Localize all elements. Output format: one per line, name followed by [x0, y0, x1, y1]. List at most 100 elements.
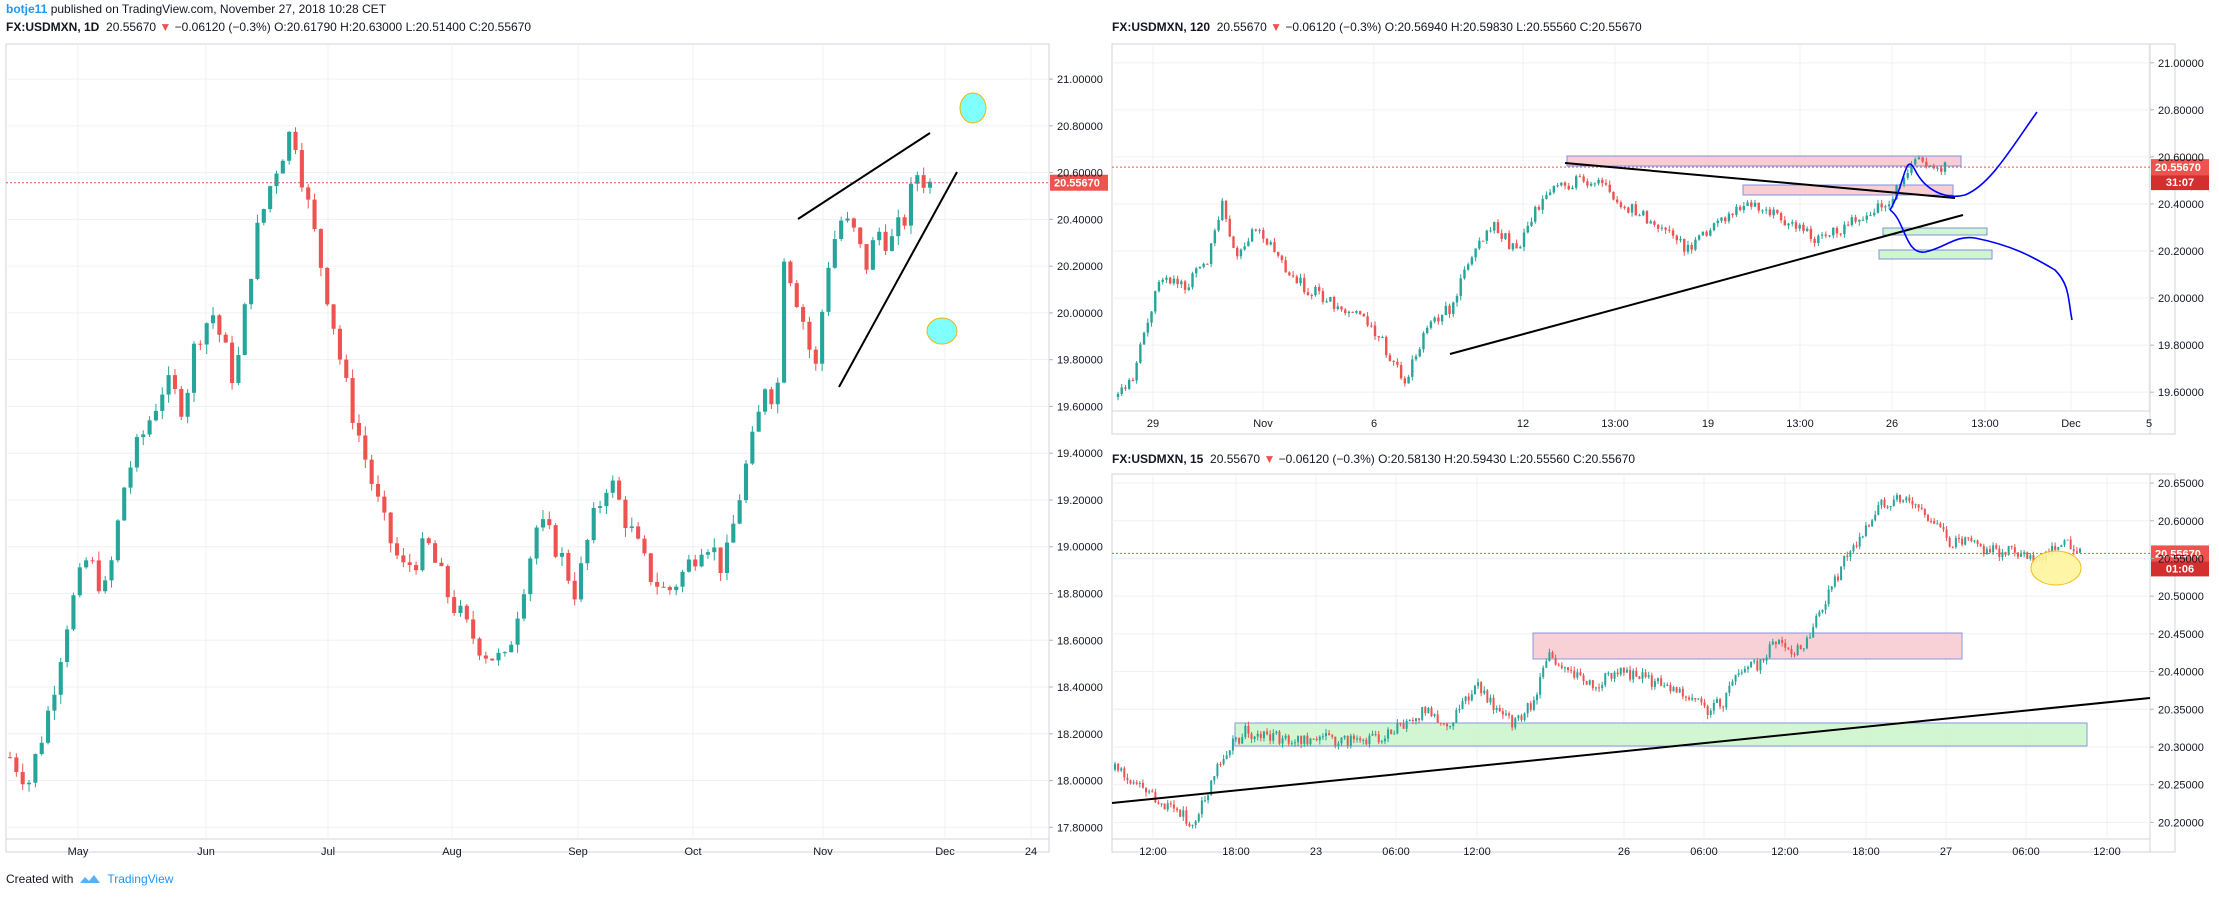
- candle: [1300, 735, 1303, 749]
- candle-body: [1197, 814, 1200, 822]
- candle: [1241, 733, 1244, 744]
- candle: [1206, 263, 1209, 265]
- candle-body: [1446, 723, 1449, 727]
- candle-body: [1253, 736, 1256, 740]
- candle-body: [1163, 803, 1166, 810]
- candle-body: [1793, 654, 1796, 656]
- candle: [1235, 736, 1238, 742]
- tradingview-link[interactable]: TradingView: [107, 872, 174, 886]
- candle: [1517, 714, 1520, 722]
- candle-body: [1625, 669, 1628, 673]
- candle-body: [820, 311, 825, 364]
- author-link[interactable]: botje11: [6, 2, 48, 16]
- publish-info: published on TradingView.com, November 2…: [50, 2, 387, 16]
- candle-body: [1455, 296, 1459, 303]
- candle: [52, 685, 57, 720]
- high-value: 20.59430: [1456, 452, 1507, 466]
- x-tick-label: 06:00: [1690, 846, 1718, 858]
- candle-body: [1697, 698, 1700, 700]
- candle: [1266, 728, 1269, 736]
- candle-body: [1985, 549, 1988, 555]
- candle-body: [1172, 278, 1176, 284]
- candle: [724, 534, 730, 581]
- candle-body: [1172, 804, 1175, 809]
- candle: [1647, 671, 1650, 679]
- candle-body: [1433, 317, 1436, 322]
- candle: [1571, 185, 1574, 190]
- candle-body: [1492, 697, 1495, 711]
- candle: [750, 425, 755, 465]
- candle-body: [1517, 715, 1520, 719]
- candle: [1715, 696, 1718, 704]
- candle-body: [1317, 287, 1321, 292]
- candle-body: [1424, 707, 1427, 714]
- candle-body: [1653, 221, 1656, 225]
- candle: [287, 131, 292, 165]
- high-value: 20.59830: [1462, 20, 1513, 34]
- candle: [1455, 707, 1458, 723]
- candle-body: [864, 244, 869, 270]
- candle-body: [1306, 292, 1310, 296]
- candle: [718, 547, 723, 582]
- candle: [1869, 211, 1872, 217]
- candle-body: [858, 227, 863, 245]
- candle: [845, 211, 850, 223]
- candle: [2029, 552, 2032, 561]
- candle: [1483, 686, 1486, 695]
- created-with-label: Created with: [6, 872, 74, 886]
- candle: [1224, 200, 1228, 223]
- candle: [1437, 314, 1440, 325]
- candle-body: [1347, 311, 1351, 314]
- candle-body: [401, 555, 406, 563]
- candle-body: [921, 175, 926, 188]
- candle: [312, 193, 317, 232]
- candle: [1678, 686, 1681, 694]
- x-tick-label: 12: [1517, 418, 1529, 430]
- candle: [1187, 283, 1190, 292]
- candle: [1653, 678, 1656, 690]
- candle-body: [191, 343, 197, 393]
- candle-body: [1563, 182, 1567, 186]
- candle-body: [1610, 673, 1613, 679]
- candle-body: [598, 506, 603, 508]
- candle: [1309, 737, 1312, 746]
- candle: [2063, 539, 2066, 548]
- candle: [1377, 336, 1380, 342]
- candle-body: [1858, 536, 1861, 547]
- wedge-upper-line: [797, 132, 931, 220]
- candle-body: [1200, 800, 1203, 815]
- candle: [1496, 219, 1500, 234]
- candle-body: [1117, 763, 1120, 771]
- candle: [1532, 696, 1535, 712]
- candle-body: [604, 492, 609, 507]
- candle-body: [1709, 710, 1712, 715]
- m15-chart-legend: FX:USDMXN, 15 20.55670 ▼ −0.06120 (−0.3%…: [1112, 452, 1636, 466]
- candle-body: [1768, 209, 1772, 216]
- candle: [1645, 210, 1649, 224]
- candle-body: [1336, 306, 1339, 310]
- candle: [794, 280, 799, 309]
- candle: [1276, 251, 1280, 258]
- candle-body: [141, 434, 146, 438]
- candle: [1297, 735, 1300, 746]
- candle: [1731, 213, 1734, 218]
- candle-body: [2007, 546, 2010, 555]
- y-tick-label: 20.55000: [2158, 553, 2204, 565]
- candle: [1530, 217, 1533, 228]
- candle: [1225, 750, 1228, 760]
- candle-body: [1753, 660, 1756, 662]
- candle-body: [261, 209, 266, 223]
- candle-body: [1998, 548, 2001, 558]
- candle-body: [1262, 230, 1265, 239]
- candle: [1877, 501, 1880, 516]
- candle: [134, 433, 139, 472]
- candle-body: [52, 694, 57, 711]
- candle: [1388, 353, 1392, 362]
- candle: [210, 306, 216, 329]
- candle: [1746, 665, 1749, 673]
- candle: [1871, 518, 1874, 527]
- candle: [1452, 301, 1455, 318]
- candle-body: [1219, 763, 1222, 765]
- candle: [1594, 686, 1597, 692]
